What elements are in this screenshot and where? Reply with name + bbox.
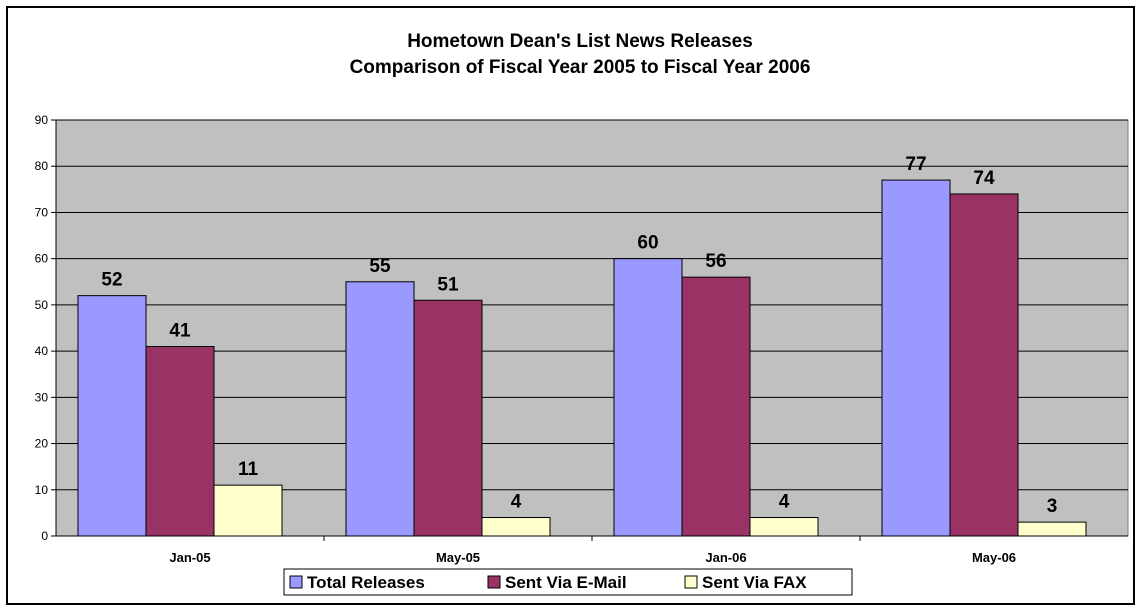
bar-total-releases-jan-06 <box>613 258 683 537</box>
chart-frame: Hometown Dean's List News Releases Compa… <box>6 6 1135 605</box>
legend-swatch <box>289 575 303 589</box>
bar-total-releases-may-05 <box>345 281 415 537</box>
legend-label: Sent Via E-Mail <box>505 573 627 592</box>
y-tick-label: 90 <box>35 113 49 127</box>
x-category-label: Jan-05 <box>169 550 210 565</box>
legend-swatch <box>684 575 698 589</box>
y-tick-label: 10 <box>35 483 49 497</box>
legend-label: Total Releases <box>307 573 425 592</box>
legend-box <box>283 568 853 596</box>
y-tick-label: 0 <box>41 529 48 543</box>
data-label: 51 <box>437 274 459 295</box>
bar-sent-via-fax-may-06 <box>1017 521 1087 537</box>
data-label: 11 <box>238 459 259 480</box>
data-label: 60 <box>637 233 658 254</box>
y-tick-label: 60 <box>35 252 49 266</box>
x-category-label: May-06 <box>972 550 1016 565</box>
data-label: 55 <box>369 256 391 277</box>
data-label: 77 <box>905 154 926 175</box>
y-tick-label: 40 <box>35 344 49 358</box>
y-tick-label: 30 <box>35 390 49 404</box>
bar-sent-via-e-mail-may-05 <box>413 299 483 537</box>
bar-chart: Hometown Dean's List News Releases Compa… <box>35 31 1129 596</box>
data-label: 56 <box>705 251 726 272</box>
x-category-label: Jan-06 <box>705 550 746 565</box>
data-label: 4 <box>511 492 522 513</box>
bar-sent-via-e-mail-jan-06 <box>681 276 751 537</box>
chart-subtitle: Comparison of Fiscal Year 2005 to Fiscal… <box>350 57 811 78</box>
y-tick-label: 70 <box>35 205 49 219</box>
y-tick-label: 80 <box>35 159 49 173</box>
bar-sent-via-fax-may-05 <box>481 517 551 537</box>
legend-label: Sent Via FAX <box>702 573 807 592</box>
data-label: 4 <box>779 492 790 513</box>
bar-sent-via-e-mail-jan-05 <box>145 345 215 537</box>
x-category-label: May-05 <box>436 550 480 565</box>
data-label: 52 <box>101 270 122 291</box>
bar-sent-via-e-mail-may-06 <box>949 193 1019 537</box>
plot-area: 0 10 20 30 40 50 60 70 80 90 52 41 11 Jan-05 55 51 4 May-… <box>35 113 1129 565</box>
chart-title: Hometown Dean's List News Releases <box>407 31 753 52</box>
legend: Total Releases Sent Via E-Mail Sent Via FA… <box>283 568 853 596</box>
data-label: 3 <box>1047 496 1058 517</box>
y-tick-label: 20 <box>35 437 49 451</box>
bar-sent-via-fax-jan-05 <box>213 484 283 537</box>
data-label: 74 <box>973 168 995 189</box>
bar-total-releases-may-06 <box>881 179 951 537</box>
data-label: 41 <box>169 320 191 341</box>
legend-swatch <box>487 575 501 589</box>
y-tick-label: 50 <box>35 298 49 312</box>
bar-sent-via-fax-jan-06 <box>749 517 819 537</box>
bar-total-releases-jan-05 <box>77 295 147 537</box>
